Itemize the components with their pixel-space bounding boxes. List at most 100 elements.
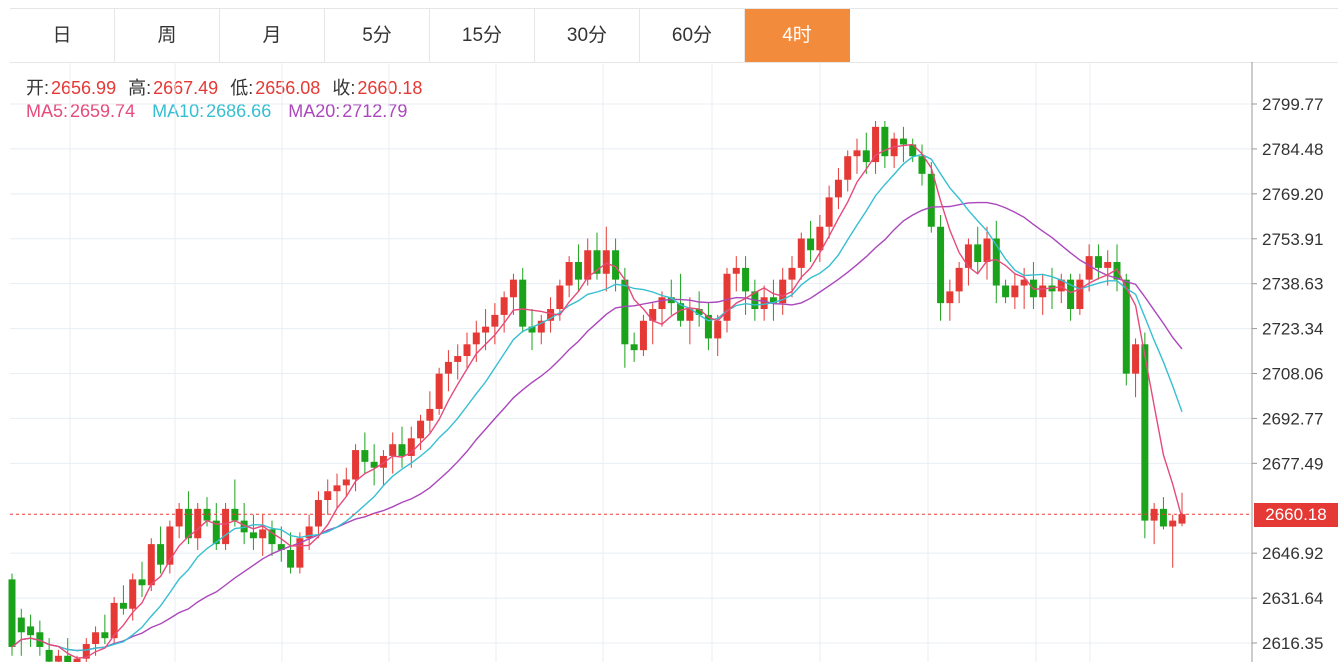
- tab-1[interactable]: 周: [115, 9, 220, 62]
- candle-body: [946, 291, 954, 304]
- candle-body: [426, 408, 434, 421]
- candle-body: [1159, 508, 1167, 527]
- y-tick-label: 2631.64: [1262, 589, 1323, 608]
- ma20-value: 2712.79: [342, 101, 408, 121]
- candle-body: [593, 250, 601, 274]
- candle-body: [45, 649, 53, 662]
- candle-body: [667, 297, 675, 304]
- candle-body: [528, 326, 536, 333]
- candle-body: [287, 549, 295, 568]
- candle-body: [231, 508, 239, 521]
- candle-body: [491, 314, 499, 327]
- candle-body: [1085, 256, 1093, 280]
- candle-body: [1067, 279, 1075, 310]
- open-value: 2656.99: [51, 78, 117, 98]
- candle-body: [964, 244, 972, 268]
- candle-body: [927, 173, 935, 227]
- candle-body: [556, 285, 564, 310]
- y-tick-label: 2799.77: [1262, 95, 1323, 114]
- low-label: 低:: [230, 78, 254, 98]
- candle-body: [834, 179, 842, 198]
- candle-body: [769, 297, 777, 304]
- candle-body: [1141, 344, 1149, 521]
- candle-body: [212, 520, 220, 545]
- candle-body: [240, 520, 248, 533]
- candle-body: [797, 238, 805, 268]
- candle-body: [454, 356, 462, 362]
- candle-body: [612, 250, 620, 280]
- candle-body: [73, 658, 81, 662]
- candle-body: [129, 579, 137, 609]
- tab-4[interactable]: 15分: [430, 9, 535, 62]
- candle-body: [649, 309, 657, 321]
- candle-body: [602, 250, 610, 274]
- candle-body: [175, 508, 183, 527]
- candle-body: [1113, 262, 1121, 280]
- ma5-line: [11, 143, 1183, 659]
- candle-body: [482, 326, 490, 333]
- y-tick-label: 2738.63: [1262, 275, 1323, 294]
- tab-5[interactable]: 30分: [535, 9, 640, 62]
- candle-body: [407, 438, 415, 456]
- candle-body: [8, 579, 16, 647]
- candle-body: [723, 273, 731, 321]
- ohlc-legend: 开: 2656.99 高: 2667.49 低: 2656.08 收: 2660.18: [26, 74, 424, 100]
- ma10-label: MA10:: [152, 101, 205, 121]
- y-tick-label: 2616.35: [1262, 634, 1323, 653]
- candle-body: [537, 320, 545, 333]
- candle-body: [324, 491, 332, 501]
- candle-body: [695, 309, 703, 315]
- candle-body: [92, 632, 100, 645]
- tab-6[interactable]: 60分: [640, 9, 745, 62]
- candle-body: [1020, 279, 1028, 286]
- candle-body: [519, 279, 527, 327]
- candle-body: [509, 279, 517, 298]
- candle-body: [677, 303, 685, 321]
- candle-body: [82, 644, 90, 659]
- candle-body: [361, 450, 369, 462]
- candle-body: [472, 332, 480, 345]
- candle-body: [296, 538, 304, 568]
- candle-body: [992, 238, 1000, 286]
- candle-body: [779, 279, 787, 304]
- tab-2[interactable]: 月: [220, 9, 325, 62]
- candle-body: [1169, 520, 1177, 527]
- candle-body: [352, 450, 360, 480]
- candle-body: [342, 479, 350, 486]
- open-label: 开:: [26, 78, 50, 98]
- candlestick-chart[interactable]: 2799.77 2784.48 2769.20 2753.91 2738.63 2723.…: [0, 62, 1338, 662]
- candle-body: [909, 144, 917, 157]
- candle-body: [844, 156, 852, 180]
- candle-body: [621, 279, 629, 345]
- candle-body: [714, 320, 722, 339]
- candle-body: [157, 544, 165, 565]
- ma20-label: MA20:: [288, 101, 341, 121]
- y-tick-label: 2769.20: [1262, 185, 1323, 204]
- candle-body: [259, 529, 267, 539]
- ma5-label: MA5:: [26, 101, 69, 121]
- candle-body: [194, 508, 202, 539]
- tab-3[interactable]: 5分: [325, 9, 430, 62]
- high-label: 高:: [128, 78, 152, 98]
- candle-body: [147, 544, 155, 586]
- tab-0[interactable]: 日: [10, 9, 115, 62]
- candle-body: [444, 361, 452, 374]
- candle-body: [305, 526, 313, 539]
- y-tick-label: 2677.49: [1262, 454, 1323, 473]
- candle-body: [881, 126, 889, 157]
- y-tick-label: 2646.92: [1262, 544, 1323, 563]
- ma5-value: 2659.74: [70, 101, 136, 121]
- candle-body: [899, 138, 907, 145]
- candle-body: [807, 238, 815, 251]
- candle-body: [36, 632, 44, 647]
- candle-body: [1076, 279, 1084, 310]
- candle-body: [1122, 279, 1130, 374]
- candle-body: [639, 320, 647, 351]
- candle-body: [872, 126, 880, 163]
- candle-body: [500, 297, 508, 315]
- candle-body: [788, 267, 796, 280]
- candle-body: [955, 267, 963, 292]
- tab-7[interactable]: 4时: [745, 9, 850, 62]
- candle-body: [17, 617, 25, 633]
- candle-body: [398, 444, 406, 456]
